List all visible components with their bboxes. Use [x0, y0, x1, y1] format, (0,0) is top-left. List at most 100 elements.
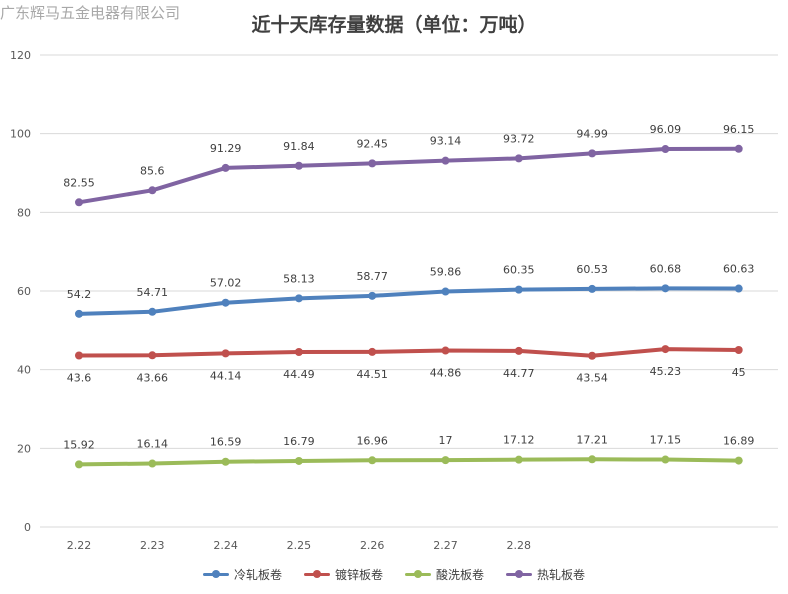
data-label: 60.53 [576, 263, 608, 276]
data-point [734, 144, 743, 153]
data-point [148, 459, 157, 468]
data-point [294, 348, 303, 357]
data-point [368, 291, 377, 300]
data-label: 91.29 [210, 142, 242, 155]
data-point [148, 307, 157, 316]
data-label: 85.6 [140, 164, 165, 177]
data-label: 91.84 [283, 140, 315, 153]
data-point [221, 298, 230, 307]
data-label: 44.86 [430, 367, 462, 380]
data-label: 43.66 [137, 371, 169, 384]
data-label: 44.77 [503, 367, 535, 380]
data-point [441, 156, 450, 165]
data-point [221, 163, 230, 172]
data-label: 43.54 [576, 372, 608, 385]
data-label: 17.12 [503, 434, 535, 447]
data-label: 16.14 [137, 438, 169, 451]
x-tick-label: 2.28 [507, 539, 532, 552]
data-label: 59.86 [430, 266, 462, 279]
data-point [661, 345, 670, 354]
data-label: 96.15 [723, 123, 755, 136]
legend-item: 酸洗板卷 [405, 566, 484, 583]
series-line [77, 146, 741, 205]
data-point [734, 346, 743, 354]
data-point [148, 186, 157, 195]
data-point [514, 285, 523, 294]
y-tick-label: 120 [10, 49, 31, 62]
chart-legend: 冷轧板卷 镀锌板卷 酸洗板卷 热轧板卷 [0, 566, 788, 583]
data-point [221, 457, 230, 466]
data-point [368, 456, 377, 465]
data-label: 16.96 [356, 434, 388, 447]
legend-item: 冷轧板卷 [202, 566, 282, 583]
y-tick-label: 0 [24, 521, 31, 534]
series-line [77, 286, 741, 316]
x-tick-label: 2.23 [140, 539, 165, 552]
data-label: 16.79 [283, 435, 315, 448]
legend-label: 酸洗板卷 [436, 568, 485, 582]
legend-swatch [506, 570, 533, 578]
data-point [75, 460, 83, 469]
data-label: 16.89 [723, 435, 755, 448]
data-point [514, 455, 523, 464]
data-point [368, 159, 377, 168]
data-label: 58.13 [283, 272, 315, 285]
data-label: 54.2 [67, 288, 92, 301]
data-label: 94.99 [576, 127, 608, 140]
y-tick-label: 40 [17, 364, 31, 377]
legend-swatch [202, 570, 229, 578]
data-label: 96.09 [650, 123, 682, 136]
data-label: 60.63 [723, 263, 755, 276]
data-label: 17.15 [650, 434, 682, 447]
x-tick-label: 2.25 [287, 539, 312, 552]
data-point [661, 284, 670, 293]
data-point [294, 294, 303, 303]
data-label: 44.51 [356, 368, 388, 381]
data-point [588, 149, 597, 158]
data-label: 16.59 [210, 436, 242, 449]
data-point [514, 346, 523, 355]
data-point [441, 346, 450, 355]
data-point [75, 351, 83, 360]
data-point [294, 456, 303, 465]
legend-item: 热轧板卷 [506, 566, 585, 583]
y-tick-label: 60 [17, 285, 31, 298]
data-point [368, 347, 377, 356]
data-label: 60.68 [650, 262, 682, 275]
y-tick-label: 20 [17, 442, 31, 455]
watermark-text: 广东辉马五金电器有限公司 [0, 4, 181, 22]
legend-swatch [405, 570, 431, 578]
data-label: 82.55 [63, 176, 95, 189]
x-tick-label: 2.26 [360, 539, 385, 552]
series-line [77, 347, 741, 358]
series-line [77, 457, 741, 467]
data-point [441, 287, 450, 296]
data-label: 44.14 [210, 369, 242, 382]
data-point [441, 456, 450, 465]
data-point [148, 351, 157, 360]
data-point [588, 455, 597, 464]
legend-label: 热轧板卷 [537, 568, 586, 582]
data-point [588, 351, 597, 360]
data-point [75, 309, 83, 318]
data-point [588, 284, 597, 293]
x-tick-label: 2.24 [213, 539, 238, 552]
data-label: 58.77 [356, 270, 388, 283]
data-label: 44.49 [283, 368, 315, 381]
y-tick-label: 80 [17, 206, 31, 219]
legend-swatch [303, 570, 330, 578]
data-label: 57.02 [210, 277, 242, 290]
data-label: 54.71 [137, 286, 169, 299]
data-label: 43.6 [67, 372, 92, 385]
data-label: 17 [439, 434, 453, 447]
x-tick-label: 2.22 [67, 539, 92, 552]
data-point [221, 349, 230, 358]
data-label: 60.35 [503, 264, 535, 277]
data-label: 93.14 [430, 135, 462, 148]
data-label: 92.45 [356, 137, 388, 150]
data-label: 17.21 [576, 433, 608, 446]
chart-title: 近十天库存量数据（单位：万吨） [251, 14, 537, 36]
legend-item: 镀锌板卷 [303, 566, 383, 583]
data-point [294, 161, 303, 170]
